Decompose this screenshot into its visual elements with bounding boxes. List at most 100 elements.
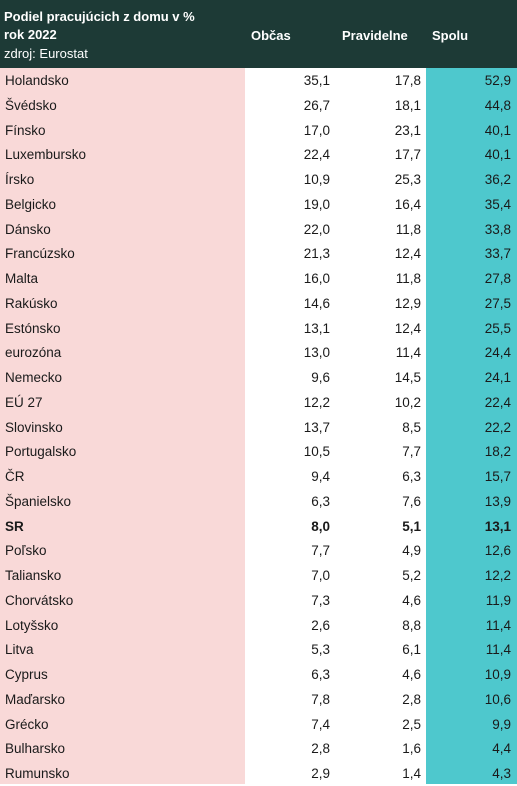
pravidelne-value-cell: 23,1 [394, 122, 421, 138]
pravidelne-value-cell: 11,8 [395, 221, 421, 237]
table-row: Dánsko 22,0 11,8 33,8 [0, 217, 517, 242]
spolu-value-cell: 4,3 [492, 766, 511, 781]
obcas-value-cell: 2,6 [311, 617, 330, 633]
column-header-obcas: Občas [251, 28, 291, 43]
pravidelne-value-cell: 4,6 [402, 592, 421, 608]
country-name-cell: Cyprus [5, 667, 48, 682]
obcas-value-cell: 7,7 [311, 543, 330, 559]
table-row: EÚ 27 12,2 10,2 22,4 [0, 390, 517, 415]
obcas-value-cell: 7,3 [311, 592, 330, 608]
spolu-value-cell: 33,7 [484, 246, 511, 262]
country-name-cell: Taliansko [5, 568, 62, 583]
obcas-value-cell: 22,0 [303, 221, 330, 237]
pravidelne-value-cell: 8,5 [402, 419, 421, 435]
spolu-value-cell: 40,1 [484, 122, 511, 138]
obcas-value-cell: 16,0 [303, 271, 330, 286]
country-name-cell: Rakúsko [5, 295, 58, 311]
table-row: Poľsko 7,7 4,9 12,6 [0, 538, 517, 563]
obcas-value-cell: 35,1 [303, 73, 330, 88]
pravidelne-value-cell: 18,1 [394, 97, 421, 113]
table-row: Švédsko 26,7 18,1 44,8 [0, 93, 517, 118]
obcas-value-cell: 17,0 [303, 122, 330, 138]
spolu-value-cell: 27,8 [484, 271, 511, 286]
country-name-cell: Švédsko [5, 97, 57, 113]
table-row: Malta 16,0 11,8 27,8 [0, 266, 517, 291]
pravidelne-value-cell: 10,2 [394, 394, 421, 410]
obcas-value-cell: 7,8 [311, 691, 330, 707]
table-row: Litva 5,3 6,1 11,4 [0, 637, 517, 662]
spolu-value-cell: 11,9 [485, 592, 511, 608]
obcas-value-cell: 13,1 [303, 320, 330, 336]
table-row: Fínsko 17,0 23,1 40,1 [0, 118, 517, 143]
pravidelne-value-cell: 2,5 [402, 716, 421, 732]
spolu-value-cell: 44,8 [484, 97, 511, 113]
table-row: SR 8,0 5,1 13,1 [0, 514, 517, 539]
pravidelne-value-cell: 25,3 [394, 172, 421, 187]
total-column-background [426, 68, 517, 784]
pravidelne-value-cell: 5,1 [402, 518, 421, 534]
table-row: Maďarsko 7,8 2,8 10,6 [0, 687, 517, 712]
country-name-cell: Luxembursko [5, 147, 87, 163]
obcas-value-cell: 5,3 [311, 642, 330, 658]
obcas-value-cell: 7,4 [311, 716, 330, 732]
table-row: Lotyšsko 2,6 8,8 11,4 [0, 613, 517, 638]
obcas-value-cell: 7,0 [311, 568, 330, 583]
obcas-value-cell: 2,8 [311, 741, 330, 757]
country-name-cell: Litva [5, 642, 34, 658]
table-body: Holandsko 35,1 17,8 52,9 Švédsko 26,7 18,1 44,8… [0, 68, 517, 786]
table-row: Portugalsko 10,5 7,7 18,2 [0, 439, 517, 464]
country-name-cell: Španielsko [5, 493, 72, 509]
spolu-value-cell: 13,9 [484, 493, 511, 509]
spolu-value-cell: 35,4 [484, 196, 511, 212]
obcas-value-cell: 9,4 [311, 469, 330, 484]
country-name-cell: Grécko [5, 716, 49, 732]
obcas-value-cell: 6,3 [311, 667, 330, 682]
spolu-value-cell: 33,8 [484, 221, 511, 237]
spolu-value-cell: 12,6 [484, 543, 511, 559]
table-row: Slovinsko 13,7 8,5 22,2 [0, 415, 517, 440]
table-row: ČR 9,4 6,3 15,7 [0, 464, 517, 489]
table-row: Rumunsko 2,9 1,4 4,3 [0, 761, 517, 786]
table-title: Podiel pracujúcich z domu v % [4, 9, 195, 24]
pravidelne-value-cell: 16,4 [394, 196, 421, 212]
pravidelne-value-cell: 17,8 [394, 73, 421, 88]
spolu-value-cell: 40,1 [484, 147, 511, 163]
obcas-value-cell: 22,4 [303, 147, 330, 163]
pravidelne-value-cell: 4,6 [402, 667, 421, 682]
spolu-value-cell: 22,4 [484, 394, 511, 410]
table-year: rok 2022 [4, 27, 57, 42]
table-row: Estónsko 13,1 12,4 25,5 [0, 316, 517, 341]
spolu-value-cell: 9,9 [492, 716, 511, 732]
spolu-value-cell: 15,7 [484, 469, 511, 484]
country-name-cell: ČR [5, 469, 25, 484]
table-row: Bulharsko 2,8 1,6 4,4 [0, 736, 517, 761]
obcas-value-cell: 13,0 [303, 345, 330, 361]
column-header-spolu: Spolu [432, 28, 469, 43]
country-name-cell: Írsko [5, 172, 35, 187]
table-row: Holandsko 35,1 17,8 52,9 [0, 68, 517, 93]
obcas-value-cell: 26,7 [303, 97, 330, 113]
country-name-cell: Poľsko [5, 543, 47, 559]
spolu-value-cell: 25,5 [484, 320, 511, 336]
spolu-value-cell: 10,9 [484, 667, 511, 682]
spolu-value-cell: 36,2 [484, 172, 511, 187]
obcas-value-cell: 21,3 [303, 246, 330, 262]
spolu-value-cell: 11,4 [485, 642, 511, 658]
country-name-cell: Belgicko [5, 196, 57, 212]
obcas-value-cell: 12,2 [303, 394, 330, 410]
obcas-value-cell: 9,6 [311, 370, 330, 385]
country-name-cell: Dánsko [5, 221, 51, 237]
obcas-value-cell: 14,6 [303, 295, 330, 311]
pravidelne-value-cell: 7,7 [402, 444, 421, 460]
table-source: zdroj: Eurostat [4, 46, 88, 61]
pravidelne-value-cell: 12,9 [394, 295, 421, 311]
table-row: Francúzsko 21,3 12,4 33,7 [0, 241, 517, 266]
obcas-value-cell: 10,5 [303, 444, 330, 460]
pravidelne-value-cell: 5,2 [402, 568, 421, 583]
country-name-cell: Slovinsko [5, 419, 63, 435]
table-row: Taliansko 7,0 5,2 12,2 [0, 563, 517, 588]
obcas-value-cell: 2,9 [311, 766, 330, 781]
spolu-value-cell: 13,1 [484, 518, 511, 534]
spolu-value-cell: 18,2 [484, 444, 511, 460]
spolu-value-cell: 27,5 [484, 295, 511, 311]
